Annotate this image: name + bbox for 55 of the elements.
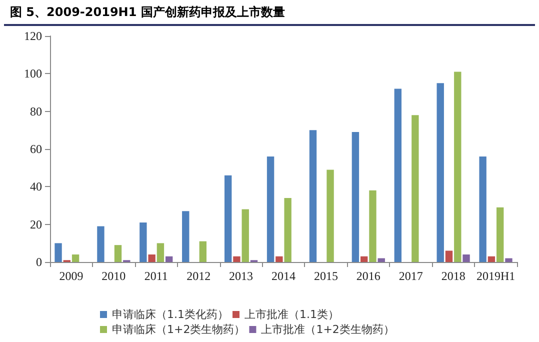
bar: [309, 130, 317, 262]
y-tick-label: 60: [30, 142, 42, 156]
x-tick-label: 2018: [441, 269, 466, 283]
bar: [165, 256, 173, 262]
y-tick-label: 100: [24, 66, 42, 81]
bar: [54, 243, 62, 262]
bar: [148, 254, 156, 262]
bar: [454, 72, 462, 262]
bar: [394, 88, 402, 262]
legend-label: 上市批准（1.1类）: [244, 308, 339, 321]
bar: [479, 156, 486, 262]
x-tick-label: 2019H1: [476, 269, 516, 283]
bar: [233, 256, 240, 262]
bar: [436, 83, 444, 262]
bar: [266, 156, 274, 262]
x-tick-label: 2012: [186, 269, 211, 283]
bar: [488, 256, 496, 262]
y-tick-label: 20: [30, 217, 42, 232]
legend-label: 申请临床（1+2类生物药）: [112, 323, 246, 336]
y-tick-label: 40: [30, 180, 42, 194]
legend-label: 上市批准（1+2类生物药）: [261, 323, 394, 336]
x-tick-label: 2013: [229, 269, 254, 283]
bar: [284, 198, 292, 262]
bar: [462, 254, 470, 262]
x-tick-label: 2017: [398, 269, 423, 283]
x-tick-label: 2010: [102, 269, 126, 283]
bar: [97, 226, 104, 262]
bar: [224, 175, 232, 262]
y-tick-label: 120: [24, 29, 42, 43]
x-tick-label: 2014: [272, 269, 296, 283]
bar: [412, 115, 419, 262]
bar: [326, 170, 334, 262]
bar: [156, 243, 164, 262]
bar: [360, 256, 368, 262]
chart-title: 图 5、2009-2019H1 国产创新药申报及上市数量: [4, 0, 535, 26]
bar: [242, 209, 249, 262]
bar: [199, 241, 207, 262]
bar: [496, 207, 504, 262]
bar: [352, 132, 360, 262]
bar: [140, 222, 147, 262]
x-tick-label: 2011: [144, 269, 168, 283]
x-tick-label: 2009: [59, 269, 84, 283]
bar: [378, 258, 385, 262]
x-tick-label: 2016: [356, 269, 380, 283]
bar: [182, 211, 190, 262]
bar: [72, 254, 80, 262]
legend-label: 申请临床（1.1类化药）: [112, 308, 228, 321]
bar: [276, 256, 283, 262]
bar: [369, 190, 376, 262]
bar: [114, 245, 122, 262]
y-tick-label: 80: [30, 104, 42, 118]
x-tick-label: 2015: [314, 269, 338, 283]
bar: [505, 258, 512, 262]
bar: [445, 250, 453, 262]
y-tick-label: 0: [36, 255, 42, 269]
